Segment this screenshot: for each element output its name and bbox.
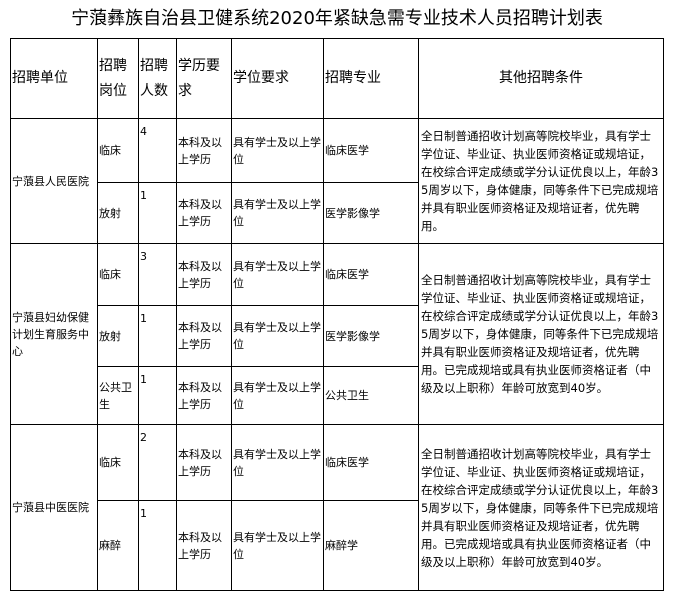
unit-name: 宁蒗县中医医院 xyxy=(10,424,98,591)
major: 临床医学 xyxy=(323,424,419,501)
count: 4 xyxy=(138,118,177,183)
table-row: 公共卫生 1 本科及以上学历 具有学士及以上学位 公共卫生 xyxy=(11,366,664,425)
header-other: 其他招聘条件 xyxy=(418,38,664,119)
header-education: 学历要求 xyxy=(176,38,232,119)
header-row: 招聘单位 招聘岗位 招聘人数 学历要求 学位要求 招聘专业 其他招聘条件 xyxy=(10,38,664,119)
header-count: 招聘人数 xyxy=(138,38,177,119)
degree: 具有学士及以上学位 xyxy=(231,424,324,501)
count: 1 xyxy=(138,182,177,244)
other-conditions: 全日制普通招收计划高等院校毕业，具有学士学位证、毕业证、执业医师资格证或规培证，… xyxy=(418,424,664,591)
recruitment-table: 招聘单位 招聘岗位 招聘人数 学历要求 学位要求 招聘专业 其他招聘条件 宁蒗县… xyxy=(10,38,664,591)
count: 1 xyxy=(138,500,177,591)
table-row: 麻醉 1 本科及以上学历 具有学士及以上学位 麻醉学 xyxy=(11,500,664,591)
table-row: 宁蒗县人民医院 临床 4 本科及以上学历 具有学士及以上学位 临床医学 全日制普通招收计划高… xyxy=(10,118,664,244)
post: 临床 xyxy=(97,118,139,183)
header-degree: 学位要求 xyxy=(231,38,324,119)
header-post: 招聘岗位 xyxy=(97,38,139,119)
major: 麻醉学 xyxy=(323,500,419,591)
major: 临床医学 xyxy=(323,118,419,183)
table-row: 宁蒗县中医医院 临床 2 本科及以上学历 具有学士及以上学位 临床医学 全日制普通招收计划高… xyxy=(10,424,664,591)
count: 3 xyxy=(138,243,177,306)
degree: 具有学士及以上学位 xyxy=(231,305,324,367)
post: 麻醉 xyxy=(97,500,139,591)
education: 本科及以上学历 xyxy=(176,366,232,425)
page-title: 宁蒗彝族自治县卫健系统2020年紧缺急需专业技术人员招聘计划表 xyxy=(71,8,603,29)
table-row: 宁蒗县妇幼保健计划生育服务中心 临床 3 本科及以上学历 具有学士及以上学位 临床医学 全日… xyxy=(10,243,664,425)
post: 临床 xyxy=(97,243,139,306)
education: 本科及以上学历 xyxy=(176,500,232,591)
table-row: 放射 1 本科及以上学历 具有学士及以上学位 医学影像学 xyxy=(11,182,664,244)
degree: 具有学士及以上学位 xyxy=(231,182,324,244)
other-conditions: 全日制普通招收计划高等院校毕业，具有学士学位证、毕业证、执业医师资格证或规培证，… xyxy=(418,118,664,244)
count: 1 xyxy=(138,366,177,425)
degree: 具有学士及以上学位 xyxy=(231,243,324,306)
education: 本科及以上学历 xyxy=(176,243,232,306)
education: 本科及以上学历 xyxy=(176,424,232,501)
post: 放射 xyxy=(97,182,139,244)
degree: 具有学士及以上学位 xyxy=(231,500,324,591)
degree: 具有学士及以上学位 xyxy=(231,118,324,183)
major: 公共卫生 xyxy=(323,366,419,425)
count: 2 xyxy=(138,424,177,501)
other-conditions: 全日制普通招收计划高等院校毕业，具有学士学位证、毕业证、执业医师资格证或规培证，… xyxy=(418,243,664,425)
unit-name: 宁蒗县人民医院 xyxy=(10,118,98,244)
major: 医学影像学 xyxy=(323,182,419,244)
education: 本科及以上学历 xyxy=(176,305,232,367)
table-row: 放射 1 本科及以上学历 具有学士及以上学位 医学影像学 xyxy=(11,305,664,367)
education: 本科及以上学历 xyxy=(176,118,232,183)
post: 公共卫生 xyxy=(97,366,139,425)
count: 1 xyxy=(138,305,177,367)
header-major: 招聘专业 xyxy=(323,38,419,119)
unit-name: 宁蒗县妇幼保健计划生育服务中心 xyxy=(10,243,98,425)
major: 医学影像学 xyxy=(323,305,419,367)
post: 临床 xyxy=(97,424,139,501)
header-unit: 招聘单位 xyxy=(10,38,98,119)
post: 放射 xyxy=(97,305,139,367)
degree: 具有学士及以上学位 xyxy=(231,366,324,425)
major: 临床医学 xyxy=(323,243,419,306)
education: 本科及以上学历 xyxy=(176,182,232,244)
